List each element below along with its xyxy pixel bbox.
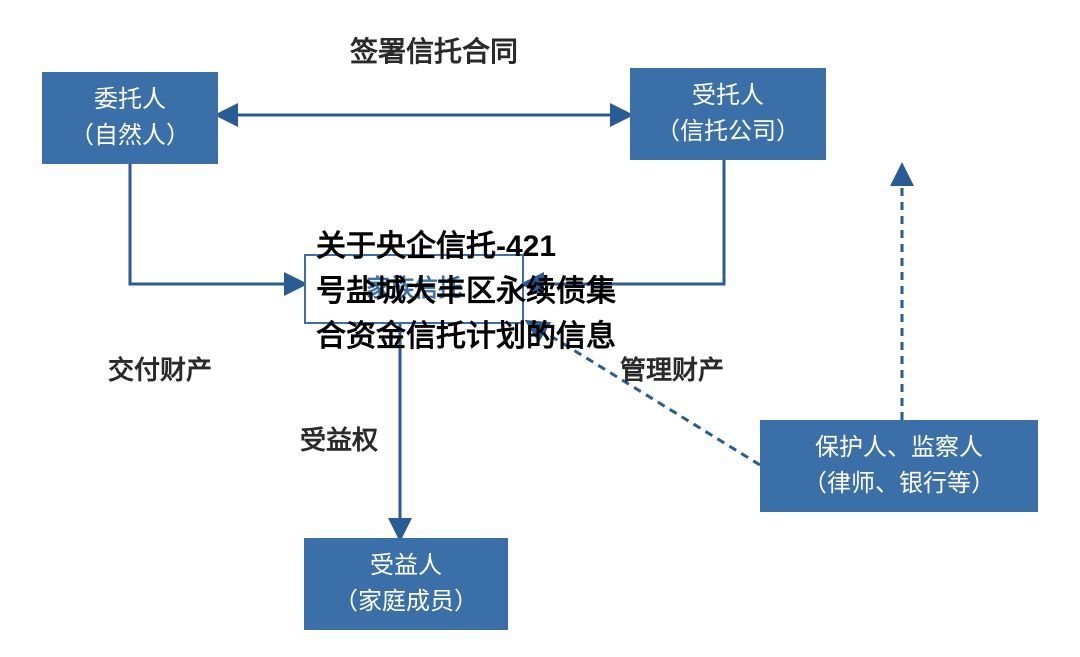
node-beneficiary-line2: （家庭成员） [334,584,478,620]
node-settlor: 委托人 （自然人） [42,72,218,164]
node-trustee-line2: （信托公司） [656,114,800,150]
node-beneficiary: 受益人 （家庭成员） [304,538,508,630]
label-manage-property: 管理财产 [620,350,724,387]
label-sign-contract: 签署信托合同 [350,30,518,70]
label-deliver-property: 交付财产 [108,350,212,387]
node-protector: 保护人、监察人 （律师、银行等） [760,420,1038,512]
node-beneficiary-line1: 受益人 [370,548,442,584]
node-protector-line1: 保护人、监察人 [815,430,983,466]
node-protector-line2: （律师、银行等） [803,466,995,502]
edge-settlor-to-trust [130,164,304,284]
overlay-title: 关于央企信托-421 号盐城大丰区永续债集 合资金信托计划的信息 [316,224,616,359]
node-settlor-line1: 委托人 [94,82,166,118]
node-trustee: 受托人 （信托公司） [630,68,826,160]
label-benefit-right: 受益权 [300,420,378,457]
overlay-line1: 关于央企信托-421 [316,224,616,269]
overlay-line3: 合资金信托计划的信息 [316,314,616,359]
node-trustee-line1: 受托人 [692,78,764,114]
node-settlor-line2: （自然人） [70,118,190,154]
overlay-line2: 号盐城大丰区永续债集 [316,269,616,314]
